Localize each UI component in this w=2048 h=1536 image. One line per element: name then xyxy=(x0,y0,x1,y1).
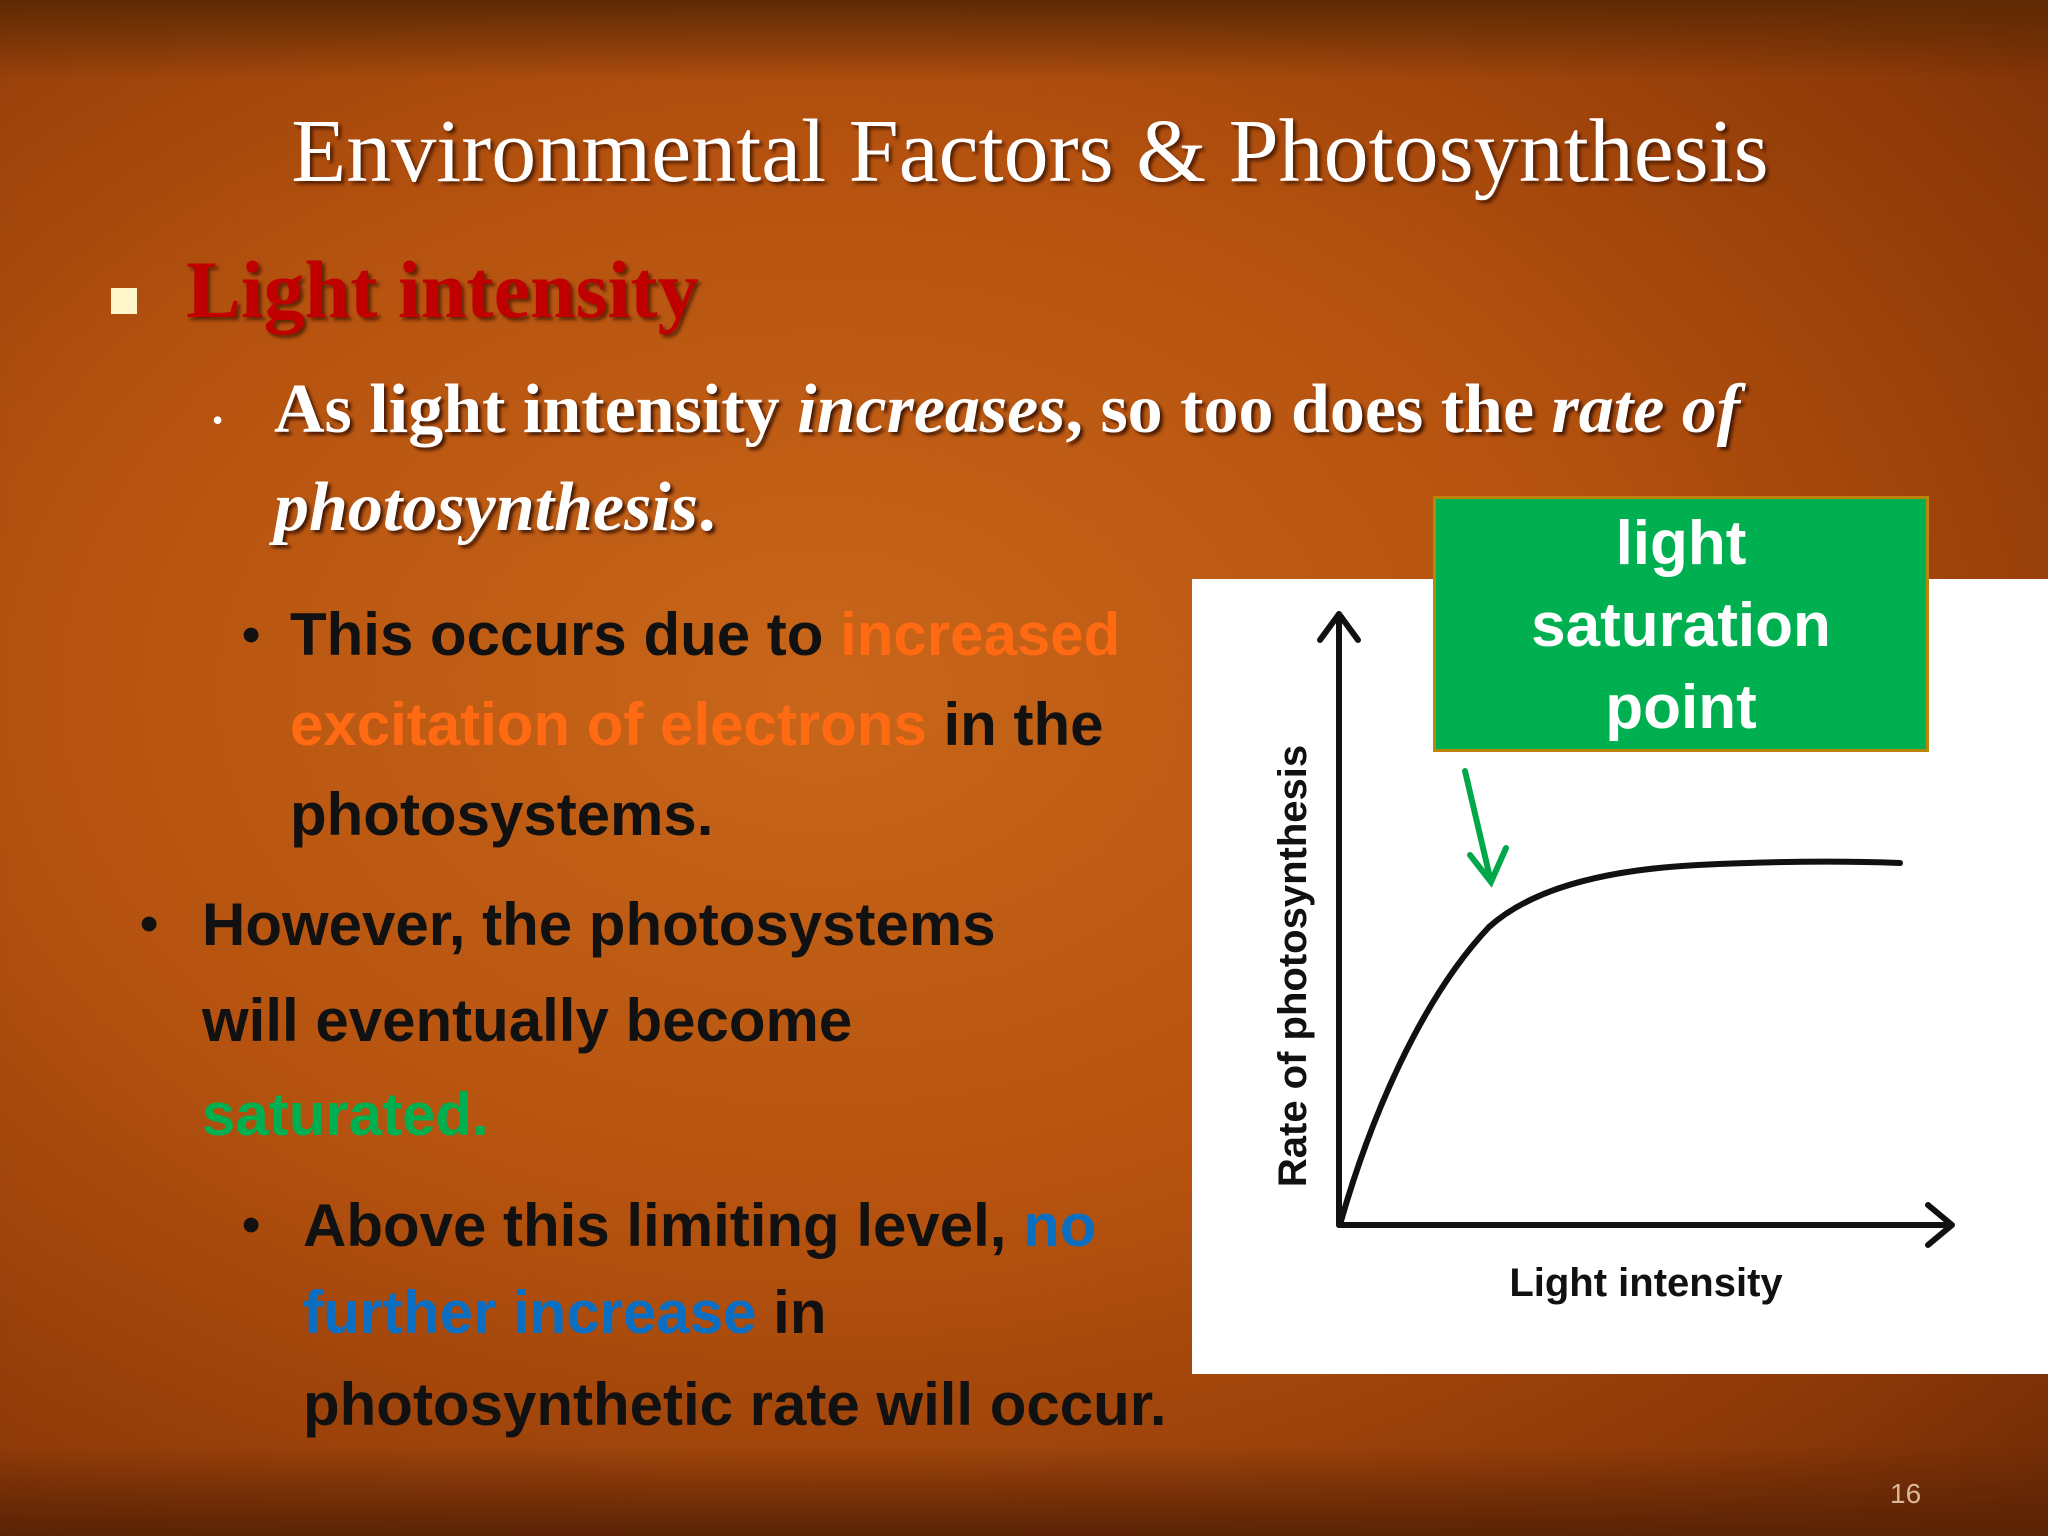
callout-text: light xyxy=(1615,509,1747,578)
text: Above this limiting level, xyxy=(303,1192,1024,1259)
text: photosystems. xyxy=(290,781,714,848)
bullet-dot: • xyxy=(212,402,224,438)
bullet-square xyxy=(111,288,137,314)
text: will eventually become xyxy=(202,987,853,1054)
text: in the xyxy=(926,691,1104,758)
y-axis-label: Rate of photosynthesis xyxy=(1271,745,1315,1187)
highlight: excitation of electrons xyxy=(290,691,927,758)
callout-box xyxy=(1433,496,1929,752)
text: in xyxy=(756,1279,827,1346)
arrow xyxy=(1462,768,1509,888)
top-band xyxy=(0,0,2048,80)
body-line: photosynthetic rate will occur. xyxy=(303,1370,1167,1439)
bullet-dot: • xyxy=(140,895,159,953)
body-line: This occurs due to increased xyxy=(290,600,1120,669)
body-line: excitation of electrons in the xyxy=(290,690,1104,759)
slide-title: Environmental Factors & Photosynthesis xyxy=(291,102,1769,201)
emphasis: photosynthesis xyxy=(274,469,698,546)
body-line: photosystems. xyxy=(290,780,713,849)
body-line: will eventually become xyxy=(202,986,852,1055)
highlight: further increase xyxy=(303,1279,757,1346)
text: As light intensity xyxy=(274,371,798,448)
highlight: no xyxy=(1023,1192,1097,1259)
body-line: Above this limiting level, no xyxy=(303,1191,1096,1260)
y-axis xyxy=(1317,611,1361,1228)
curve xyxy=(1338,858,1903,1224)
callout-text: saturation xyxy=(1531,591,1831,660)
callout-text: point xyxy=(1605,673,1757,742)
text: , so too does the xyxy=(1065,371,1552,448)
point-line: photosynthesis. xyxy=(274,468,716,548)
text: However, the photosystems xyxy=(202,891,996,958)
body-line: saturated. xyxy=(202,1080,489,1149)
text: photosynthetic rate will occur. xyxy=(303,1371,1167,1438)
x-axis xyxy=(1336,1202,1955,1248)
body-line: However, the photosystems xyxy=(202,890,996,959)
x-axis-label: Light intensity xyxy=(1509,1261,1783,1305)
body-line: further increase in xyxy=(303,1278,827,1347)
highlight: increased xyxy=(840,601,1121,668)
highlight: saturated. xyxy=(202,1081,489,1148)
bullet-dot: • xyxy=(242,606,261,664)
emphasis: rate of xyxy=(1551,371,1741,448)
bullet-dot: • xyxy=(242,1196,261,1254)
heading: Light intensity xyxy=(186,244,699,335)
emphasis: increases xyxy=(797,371,1066,448)
text: This occurs due to xyxy=(290,601,841,668)
page-number: 16 xyxy=(1890,1478,1922,1509)
point-line: As light intensity increases, so too doe… xyxy=(274,370,1740,450)
bottom-band xyxy=(0,1446,2048,1536)
text: . xyxy=(698,469,716,546)
